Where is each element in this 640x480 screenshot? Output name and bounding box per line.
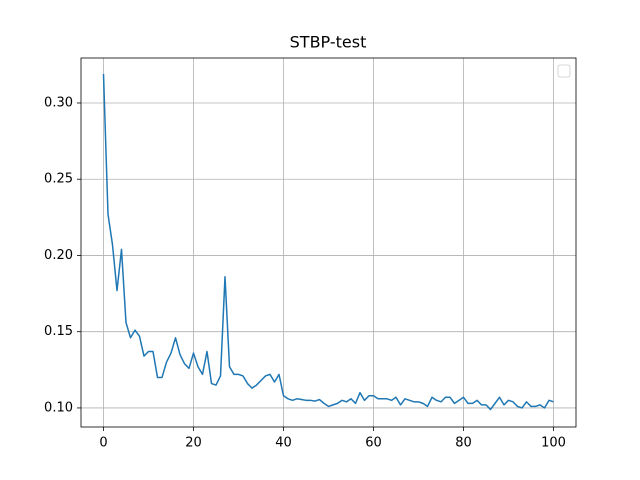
x-tick-label: 80 [455,436,472,451]
y-tick-label: 0.10 [44,400,73,415]
x-tick-label: 40 [275,436,292,451]
y-tick-label: 0.25 [44,172,73,187]
y-tick-label: 0.20 [44,248,73,263]
x-tick-label: 0 [99,436,107,451]
plot-frame [80,57,577,428]
chart-title: STBP-test [290,33,367,52]
x-tick-label: 60 [365,436,382,451]
legend-box [557,64,571,78]
x-tick-label: 100 [541,436,566,451]
line-series [102,73,554,411]
y-tick-label: 0.30 [44,95,73,110]
y-tick-label: 0.15 [44,324,73,339]
x-tick-label: 20 [185,436,202,451]
